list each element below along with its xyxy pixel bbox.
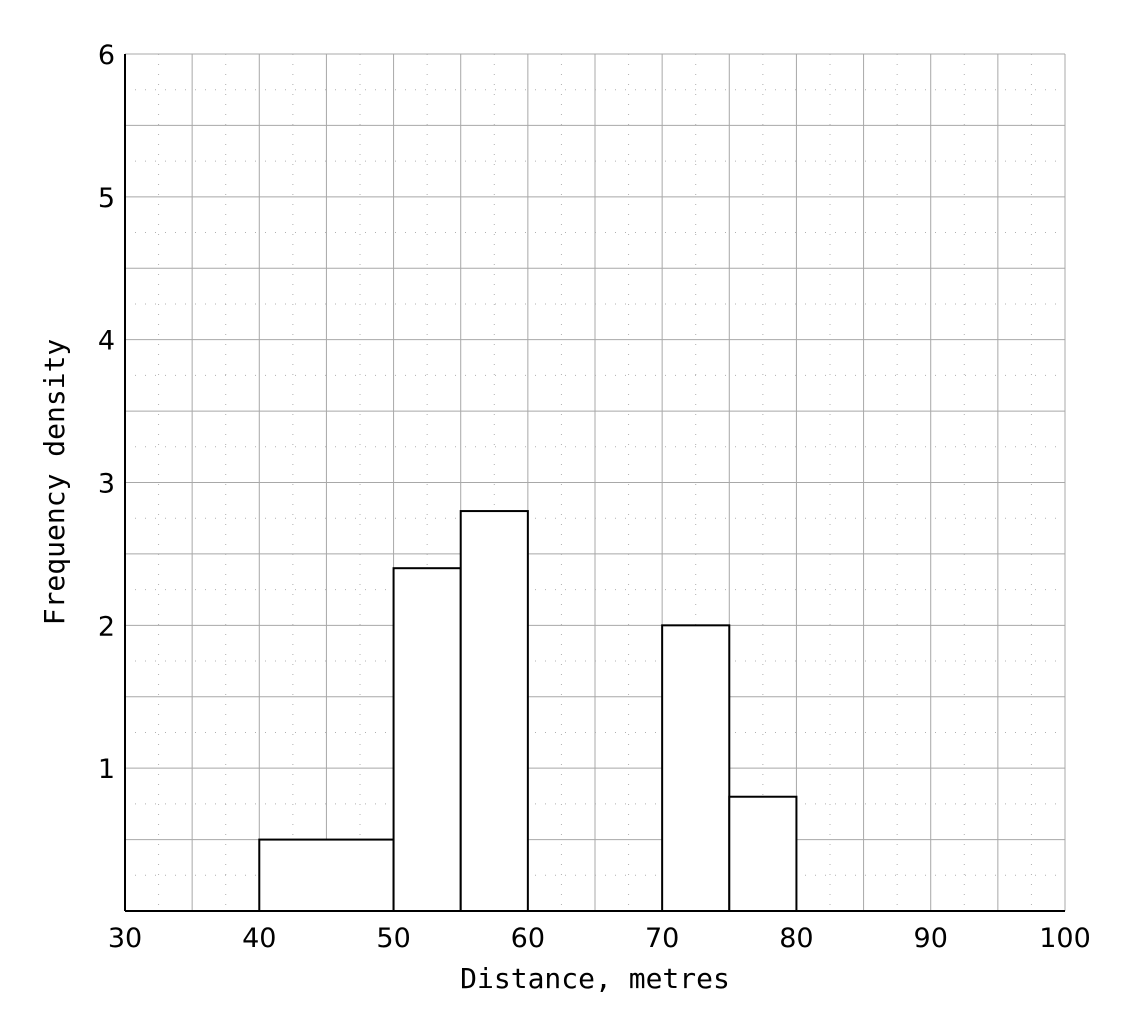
histogram-bar: [661, 624, 731, 912]
y-tick-label: 3: [98, 469, 115, 500]
x-tick-label: 50: [376, 923, 410, 954]
histogram-bar: [258, 838, 395, 912]
y-tick-labels: 1 2 3 4 5 6: [98, 40, 115, 785]
histogram-bar: [459, 510, 529, 912]
histogram-bar: [392, 567, 462, 912]
x-tick-label: 70: [645, 923, 679, 954]
y-tick-label: 6: [98, 40, 115, 71]
x-tick-label: 60: [511, 923, 545, 954]
axes: [124, 54, 1065, 912]
x-tick-label: 40: [242, 923, 276, 954]
grid: [125, 53, 1066, 911]
x-tick-label: 80: [779, 923, 813, 954]
y-tick-label: 2: [98, 611, 115, 642]
histogram-bar: [728, 795, 798, 913]
y-tick-label: 5: [98, 183, 115, 214]
y-tick-label: 4: [98, 326, 115, 357]
x-tick-labels: 30 40 50 60 70 80 90 100: [108, 923, 1091, 954]
x-axis-label: Distance, metres: [460, 962, 730, 995]
y-axis-label: Frequency density: [38, 339, 71, 626]
x-tick-label: 100: [1039, 923, 1091, 954]
x-tick-label: 90: [914, 923, 948, 954]
y-tick-label: 1: [98, 754, 115, 785]
histogram-bars: [258, 510, 798, 913]
x-tick-label: 30: [108, 923, 142, 954]
